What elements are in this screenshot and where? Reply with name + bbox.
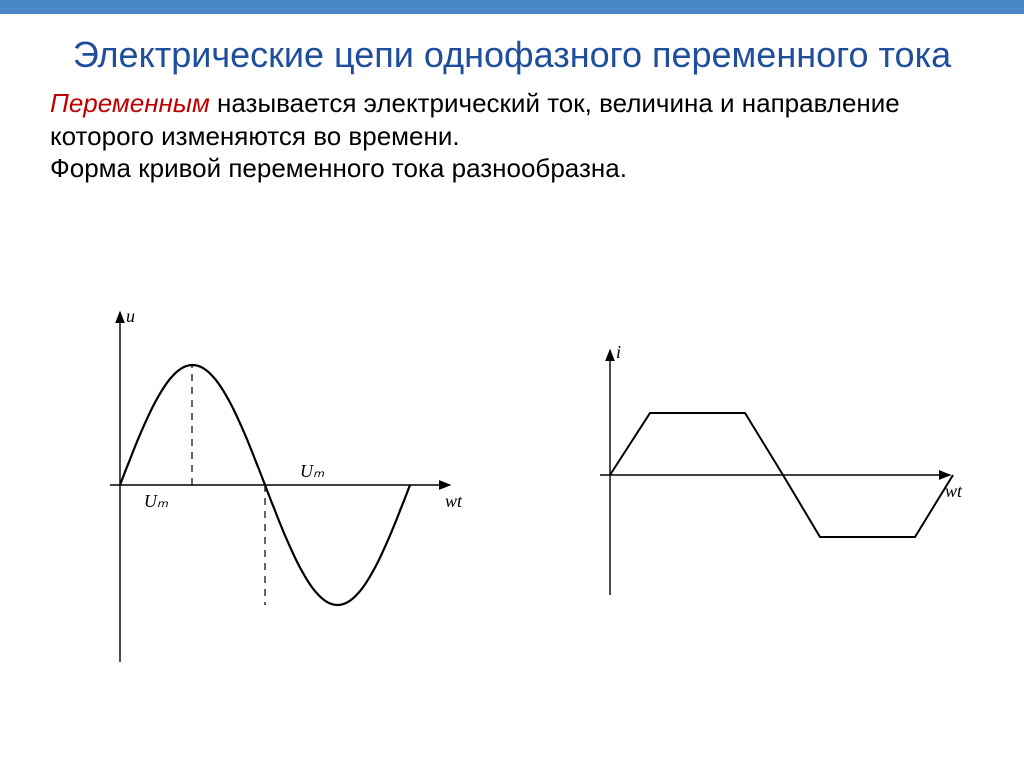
svg-text:u: u xyxy=(126,306,135,326)
svg-text:Uₘ: Uₘ xyxy=(300,461,325,481)
top-bar xyxy=(0,0,1024,14)
slide: Электрические цепи однофазного переменно… xyxy=(0,0,1024,768)
slide-title: Электрические цепи однофазного переменно… xyxy=(0,32,1024,77)
paragraph-2: Форма кривой переменного тока разнообраз… xyxy=(0,152,1024,185)
svg-text:wt: wt xyxy=(445,491,463,511)
chart-sine-svg: u wt Uₘ Uₘ xyxy=(55,300,485,680)
chart-sine: u wt Uₘ Uₘ xyxy=(55,300,485,680)
charts-container: u wt Uₘ Uₘ i wt xyxy=(0,300,1024,720)
chart-trapezoid-svg: i wt xyxy=(555,320,975,640)
chart-trapezoid: i wt xyxy=(555,320,975,640)
svg-text:i: i xyxy=(616,342,621,362)
paragraph-1: Переменным называется электрический ток,… xyxy=(0,87,1024,152)
svg-text:Uₘ: Uₘ xyxy=(144,491,169,511)
paragraph-1-emphasis: Переменным xyxy=(50,88,210,118)
svg-text:wt: wt xyxy=(945,481,963,501)
